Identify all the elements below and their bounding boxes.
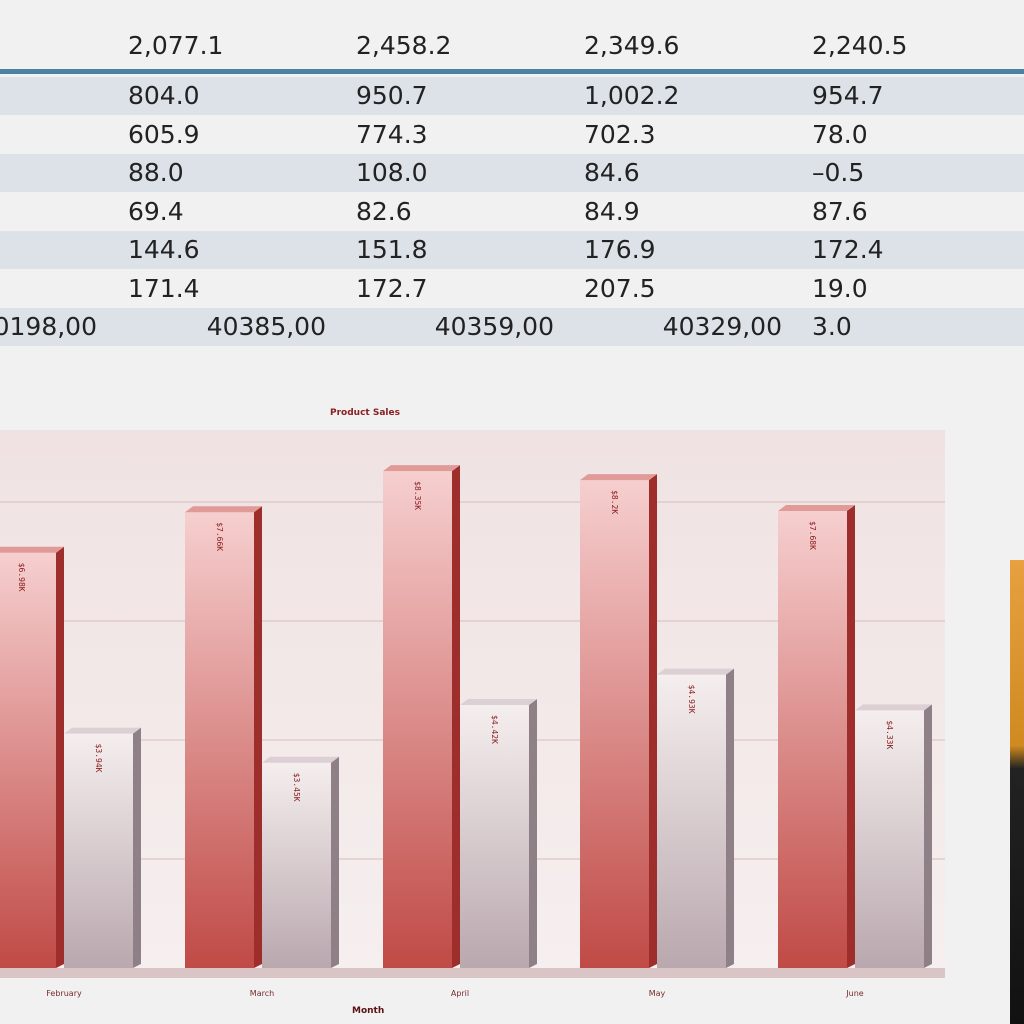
bar-top	[778, 505, 855, 512]
bar-top	[580, 474, 657, 481]
table-cell: 605.9	[128, 119, 200, 149]
table-row: 605.9 774.3 702.3 78.0	[0, 116, 1024, 154]
bar	[185, 512, 254, 968]
bar-side	[924, 704, 932, 968]
bar-side	[726, 668, 734, 968]
x-tick-label: April	[451, 989, 469, 998]
bar-side	[254, 506, 262, 968]
bar	[0, 552, 56, 968]
table-cell: 82.6	[356, 196, 412, 226]
table-cell: 78.0	[812, 119, 868, 149]
bar	[64, 733, 133, 968]
table-cell: 2,349.6	[584, 31, 680, 60]
table-cell: 2,458.2	[356, 31, 452, 60]
bar-top	[262, 756, 339, 763]
data-label: $7.66K	[215, 522, 224, 551]
pen	[1010, 560, 1024, 1024]
bar-side	[331, 756, 339, 968]
table-row: 88.0 108.0 84.6 –0.5	[0, 154, 1024, 193]
table-cell: 0198,00	[0, 312, 97, 341]
table-cell: 87.6	[812, 196, 868, 226]
data-label: $6.98K	[17, 563, 26, 592]
bar-side	[649, 474, 657, 968]
bar-top	[383, 465, 460, 472]
bar-side	[452, 465, 460, 968]
x-tick-label: June	[845, 989, 864, 998]
table-cell: 950.7	[356, 81, 428, 110]
chart-floor	[0, 968, 945, 978]
table-cell: 3.0	[812, 312, 852, 341]
data-label: $3.94K	[94, 744, 103, 773]
x-tick-label: February	[46, 989, 82, 998]
table-cell: –0.5	[812, 158, 865, 188]
table-cell: 40359,00	[434, 312, 554, 341]
bar-top	[855, 704, 932, 711]
table-cell: 88.0	[128, 158, 184, 188]
data-label: $4.93K	[687, 685, 696, 714]
header-rule	[0, 69, 1024, 74]
table-row: 804.0 950.7 1,002.2 954.7	[0, 77, 1024, 115]
bar	[778, 511, 847, 968]
bar-side	[847, 505, 855, 968]
bar-top	[185, 506, 262, 513]
data-label: $7.68K	[808, 521, 817, 550]
table-row: 0198,00 40385,00 40359,00 40329,00 3.0	[0, 308, 1024, 346]
bar-side	[133, 727, 141, 968]
table-cell: 207.5	[584, 274, 656, 303]
table-cell: 702.3	[584, 119, 656, 149]
table-cell: 954.7	[812, 81, 884, 110]
table-cell: 151.8	[356, 235, 428, 265]
table-cell: 144.6	[128, 235, 200, 265]
data-label: $3.45K	[292, 773, 301, 802]
bar	[855, 710, 924, 968]
bar-top	[0, 546, 64, 553]
bar-top	[460, 699, 537, 706]
bar	[460, 705, 529, 968]
table-cell: 172.7	[356, 274, 428, 303]
x-axis-label: Month	[352, 1006, 385, 1016]
x-tick-label: May	[649, 989, 666, 998]
table-cell: 804.0	[128, 81, 200, 110]
bar-side	[529, 699, 537, 968]
table-cell: 1,002.2	[584, 81, 680, 110]
bar-top	[657, 668, 734, 675]
bar-top	[64, 727, 141, 734]
table-cell: 84.6	[584, 158, 640, 188]
table-cell: 774.3	[356, 119, 428, 149]
bar	[262, 762, 331, 968]
data-label: $8.35K	[413, 481, 422, 510]
table-cell: 172.4	[812, 235, 884, 265]
table-row: 144.6 151.8 176.9 172.4	[0, 231, 1024, 270]
table-cell: 108.0	[356, 158, 428, 188]
table-header-row: 2,077.1 2,458.2 2,349.6 2,240.5	[0, 27, 1024, 65]
chart-title: Product Sales	[330, 408, 400, 418]
table-cell: 2,240.5	[812, 31, 908, 60]
table-cell: 19.0	[812, 274, 868, 303]
bar-side	[56, 546, 64, 968]
table-cell: 176.9	[584, 235, 656, 265]
bar	[657, 674, 726, 968]
table-cell: 84.9	[584, 196, 640, 226]
bar	[580, 480, 649, 968]
table-row: 171.4 172.7 207.5 19.0	[0, 270, 1024, 308]
table-cell: 171.4	[128, 274, 200, 303]
table-cell: 40329,00	[662, 312, 782, 341]
table-cell: 2,077.1	[128, 31, 224, 60]
table-row: 69.4 82.6 84.9 87.6	[0, 193, 1024, 231]
x-tick-label: March	[250, 989, 274, 998]
data-label: $4.33K	[885, 720, 894, 749]
table-cell: 40385,00	[206, 312, 326, 341]
table-cell: 69.4	[128, 196, 184, 226]
data-label: $4.42K	[490, 715, 499, 744]
data-label: $8.2K	[610, 490, 619, 514]
bar	[383, 471, 452, 968]
